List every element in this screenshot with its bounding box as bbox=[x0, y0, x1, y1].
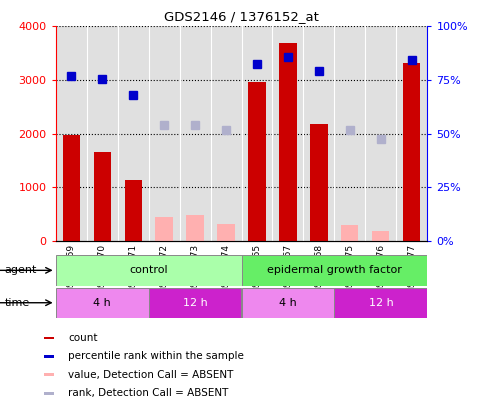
Text: 4 h: 4 h bbox=[279, 298, 297, 308]
Bar bbox=[186, 215, 203, 241]
Bar bbox=[242, 288, 334, 318]
Bar bbox=[280, 43, 297, 241]
Text: GDS2146 / 1376152_at: GDS2146 / 1376152_at bbox=[164, 10, 319, 23]
Bar bbox=[242, 255, 427, 286]
Bar bbox=[248, 82, 266, 241]
Text: value, Detection Call = ABSENT: value, Detection Call = ABSENT bbox=[69, 370, 234, 380]
Bar bbox=[44, 392, 54, 394]
Text: epidermal growth factor: epidermal growth factor bbox=[267, 265, 402, 275]
Bar bbox=[44, 373, 54, 376]
Text: count: count bbox=[69, 333, 98, 343]
Text: agent: agent bbox=[5, 265, 37, 275]
Bar bbox=[156, 217, 172, 241]
Bar bbox=[62, 135, 80, 241]
Bar bbox=[217, 224, 235, 241]
Bar bbox=[125, 180, 142, 241]
Bar bbox=[44, 355, 54, 358]
Bar bbox=[149, 288, 242, 318]
Bar bbox=[403, 63, 421, 241]
Text: time: time bbox=[5, 298, 30, 308]
Bar bbox=[56, 288, 149, 318]
Bar bbox=[341, 226, 358, 241]
Bar bbox=[334, 288, 427, 318]
Text: rank, Detection Call = ABSENT: rank, Detection Call = ABSENT bbox=[69, 388, 229, 398]
Text: percentile rank within the sample: percentile rank within the sample bbox=[69, 351, 244, 361]
Text: 12 h: 12 h bbox=[183, 298, 207, 308]
Bar bbox=[311, 124, 327, 241]
Text: 12 h: 12 h bbox=[369, 298, 393, 308]
Bar bbox=[372, 230, 389, 241]
Bar bbox=[44, 337, 54, 339]
Text: 4 h: 4 h bbox=[93, 298, 111, 308]
Text: control: control bbox=[129, 265, 168, 275]
Bar bbox=[56, 255, 242, 286]
Bar bbox=[94, 152, 111, 241]
